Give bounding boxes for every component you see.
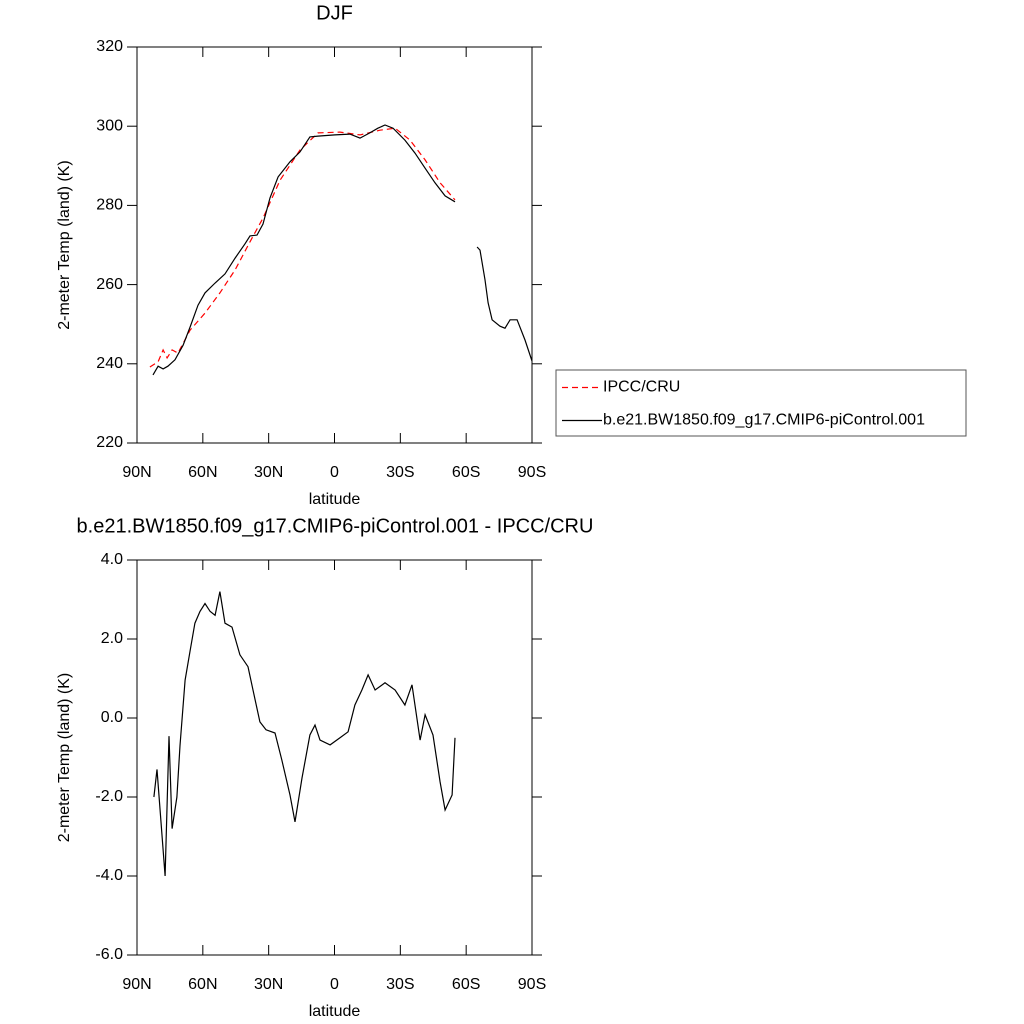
y-tick-label: 2.0: [101, 630, 123, 647]
plot-frame: [136, 46, 533, 444]
x-tick-label: 60S: [452, 976, 480, 993]
x-tick-label: 90N: [122, 464, 151, 481]
y-tick-label: 4.0: [101, 551, 123, 568]
x-tick-label: 30S: [386, 464, 414, 481]
series-line: [152, 124, 533, 376]
y-tick-label: 260: [96, 276, 123, 293]
x-tick-label: 30S: [386, 976, 414, 993]
x-tick-label: 90S: [518, 464, 546, 481]
y-tick-label: 0.0: [101, 709, 123, 726]
x-axis-label: latitude: [309, 491, 361, 508]
x-tick-label: 30N: [254, 464, 283, 481]
x-tick-label: 90N: [122, 976, 151, 993]
y-axis-label: 2-meter Temp (land) (K): [56, 673, 73, 843]
x-tick-label: 0: [330, 976, 339, 993]
series-line: [153, 591, 456, 877]
y-tick-label: 280: [96, 197, 123, 214]
y-tick-label: 300: [96, 117, 123, 134]
x-tick-label: 60S: [452, 464, 480, 481]
y-tick-label: -6.0: [95, 946, 123, 963]
chart-title: DJF: [316, 2, 353, 24]
y-axis-label: 2-meter Temp (land) (K): [56, 160, 73, 330]
y-tick-label: -4.0: [95, 867, 123, 884]
x-tick-label: 30N: [254, 976, 283, 993]
legend-label: b.e21.BW1850.f09_g17.CMIP6-piControl.001: [603, 412, 925, 429]
x-tick-label: 60N: [188, 464, 217, 481]
chart-title: b.e21.BW1850.f09_g17.CMIP6-piControl.001…: [77, 515, 594, 537]
x-tick-label: 90S: [518, 976, 546, 993]
y-tick-label: 220: [96, 434, 123, 451]
legend-frame: [555, 369, 967, 437]
legend-label: IPCC/CRU: [603, 379, 680, 396]
y-tick-label: -2.0: [95, 788, 123, 805]
x-tick-label: 60N: [188, 976, 217, 993]
y-tick-label: 240: [96, 355, 123, 372]
y-tick-label: 320: [96, 38, 123, 55]
series-line: [149, 127, 456, 368]
x-axis-label: latitude: [309, 1003, 361, 1020]
x-tick-label: 0: [330, 464, 339, 481]
